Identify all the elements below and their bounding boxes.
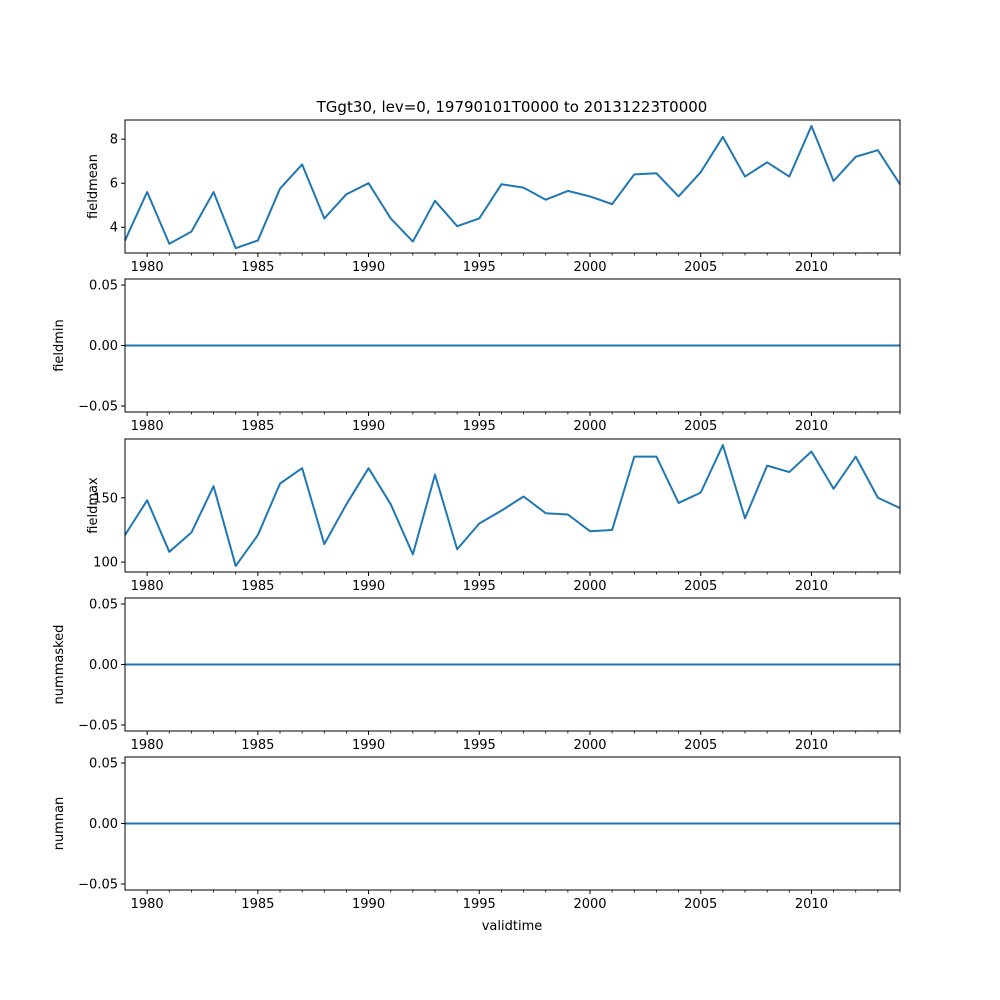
x-tick-label: 1990	[352, 260, 385, 275]
y-tick-label: 0.00	[89, 817, 118, 832]
y-axis-label-nummasked: nummasked	[52, 625, 67, 705]
data-line-fieldmean	[124, 124, 901, 250]
x-tick-label: 1995	[463, 738, 496, 753]
subplot-fieldmean: 4 6 8 1980 1985 1990 1995 2000 2005 2010 fieldmean	[86, 119, 901, 275]
subplot-fieldmin: −0.05 0.00 0.05 1980 1985 1990 1995 2000 2005 201…	[52, 278, 901, 434]
x-tick-label: 1995	[463, 419, 496, 434]
x-tick-label: 1985	[241, 579, 274, 594]
x-tick-label: 2005	[684, 419, 717, 434]
y-tick-label: 6	[110, 177, 118, 192]
x-tick-label: 2000	[573, 419, 606, 434]
x-tick-label: 1990	[352, 579, 385, 594]
x-tick-label: 2010	[795, 260, 828, 275]
x-tick-label: 1990	[352, 419, 385, 434]
x-tick-label: 2010	[795, 897, 828, 912]
x-tick-label: 2000	[573, 579, 606, 594]
y-axis-label-fieldmean: fieldmean	[86, 154, 101, 219]
y-tick-label: 150	[93, 491, 118, 506]
y-tick-label: 4	[110, 221, 118, 236]
y-axis-label-fieldmin: fieldmin	[52, 319, 67, 372]
axes-frame	[124, 119, 901, 254]
y-axis-label-fieldmax: fieldmax	[86, 477, 101, 534]
x-tick-label: 1985	[241, 738, 274, 753]
x-tick-label: 2010	[795, 579, 828, 594]
axes-frame	[124, 438, 901, 573]
x-tick-label: 2000	[573, 260, 606, 275]
x-tick-label: 1995	[463, 260, 496, 275]
x-tick-label: 1980	[131, 897, 164, 912]
x-tick-label: 1985	[241, 897, 274, 912]
y-tick-label: 0.00	[89, 339, 118, 354]
x-tick-label: 1985	[241, 260, 274, 275]
x-tick-label: 2000	[573, 897, 606, 912]
y-tick-label: −0.05	[78, 399, 118, 414]
chart-title: TGgt30, lev=0, 19790101T0000 to 20131223…	[316, 98, 708, 116]
y-tick-label: −0.05	[78, 718, 118, 733]
x-tick-label: 1995	[463, 579, 496, 594]
subplot-nummasked: −0.05 0.00 0.05 1980 1985 1990 1995 2000 2005 201…	[52, 597, 901, 753]
x-tick-label: 1990	[352, 738, 385, 753]
x-tick-label: 2010	[795, 738, 828, 753]
y-axis-label-numnan: numnan	[52, 797, 67, 851]
x-tick-label: 1980	[131, 579, 164, 594]
y-tick-label: 100	[93, 556, 118, 571]
y-tick-label: 8	[110, 133, 118, 148]
x-axis-label: validtime	[482, 919, 543, 934]
x-tick-label: 1995	[463, 897, 496, 912]
x-tick-label: 1980	[131, 738, 164, 753]
x-tick-label: 1980	[131, 419, 164, 434]
x-tick-label: 1985	[241, 419, 274, 434]
y-tick-label: 0.05	[89, 279, 118, 294]
x-tick-label: 2000	[573, 738, 606, 753]
x-tick-label: 2010	[795, 419, 828, 434]
y-tick-label: 0.05	[89, 757, 118, 772]
x-tick-label: 2005	[684, 260, 717, 275]
x-tick-label: 2005	[684, 579, 717, 594]
x-tick-label: 2005	[684, 897, 717, 912]
subplot-numnan: −0.05 0.00 0.05 1980 1985 1990 1995 2000 2005 201…	[52, 756, 901, 912]
y-tick-label: 0.05	[89, 598, 118, 613]
x-tick-label: 2005	[684, 738, 717, 753]
x-tick-label: 1990	[352, 897, 385, 912]
subplot-fieldmax: 100 150 1980 1985 1990 1995 2000 2005 2010 fieldm…	[86, 438, 901, 594]
x-tick-label: 1980	[131, 260, 164, 275]
subplot-stack: 4 6 8 1980 1985 1990 1995 2000 2005 2010 fieldmean…	[52, 119, 901, 912]
y-tick-label: 0.00	[89, 658, 118, 673]
data-line-fieldmax	[124, 444, 901, 567]
y-tick-label: −0.05	[78, 877, 118, 892]
